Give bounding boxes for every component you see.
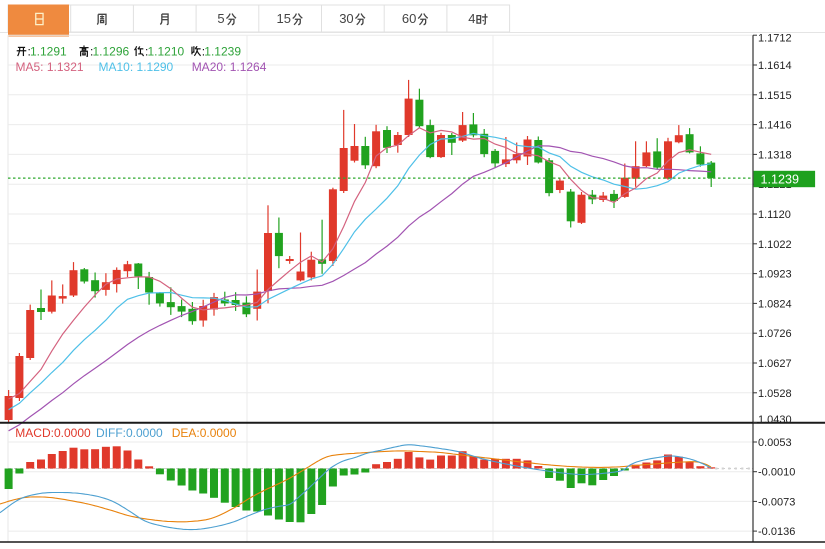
svg-text::: : [28, 45, 31, 59]
svg-text::: : [145, 45, 148, 59]
svg-text:-0.0073: -0.0073 [758, 496, 795, 508]
svg-text:1.1022: 1.1022 [758, 239, 792, 251]
svg-text:1.1239: 1.1239 [204, 45, 241, 59]
svg-text:MA20: 1.1264: MA20: 1.1264 [192, 60, 267, 74]
svg-text:4: 4 [468, 11, 475, 26]
svg-text:1.0430: 1.0430 [758, 414, 792, 426]
svg-text:1.1239: 1.1239 [761, 173, 800, 187]
svg-text:1.0528: 1.0528 [758, 388, 792, 400]
svg-text:1.1210: 1.1210 [148, 45, 185, 59]
svg-text:5: 5 [217, 11, 224, 26]
svg-text:1.1296: 1.1296 [93, 45, 130, 59]
svg-text:1.1120: 1.1120 [758, 209, 791, 221]
svg-text:15: 15 [277, 11, 291, 26]
svg-text:MA10: 1.1290: MA10: 1.1290 [99, 60, 174, 74]
svg-text:DIFF:0.0000: DIFF:0.0000 [96, 426, 163, 440]
svg-text:1.1515: 1.1515 [758, 90, 792, 102]
svg-text:1.0726: 1.0726 [758, 328, 792, 340]
svg-text:1.1614: 1.1614 [758, 60, 792, 72]
svg-text:30: 30 [339, 11, 353, 26]
svg-text:MA5: 1.1321: MA5: 1.1321 [16, 60, 84, 74]
svg-text:1.1712: 1.1712 [758, 33, 792, 45]
svg-text:-0.0010: -0.0010 [758, 467, 795, 479]
svg-text:1.1416: 1.1416 [758, 120, 792, 132]
svg-text:1.1318: 1.1318 [758, 149, 792, 161]
svg-text:0.0053: 0.0053 [758, 437, 792, 449]
svg-text:1.0824: 1.0824 [758, 298, 792, 310]
svg-text:1.0627: 1.0627 [758, 358, 792, 370]
svg-text:1.0923: 1.0923 [758, 269, 792, 281]
svg-text:1.1291: 1.1291 [30, 45, 67, 59]
svg-text:MACD:0.0000: MACD:0.0000 [15, 426, 91, 440]
svg-text::: : [202, 45, 205, 59]
svg-text::: : [90, 45, 93, 59]
svg-text:60: 60 [402, 11, 416, 26]
svg-text:DEA:0.0000: DEA:0.0000 [172, 426, 237, 440]
svg-text:-0.0136: -0.0136 [758, 526, 795, 538]
